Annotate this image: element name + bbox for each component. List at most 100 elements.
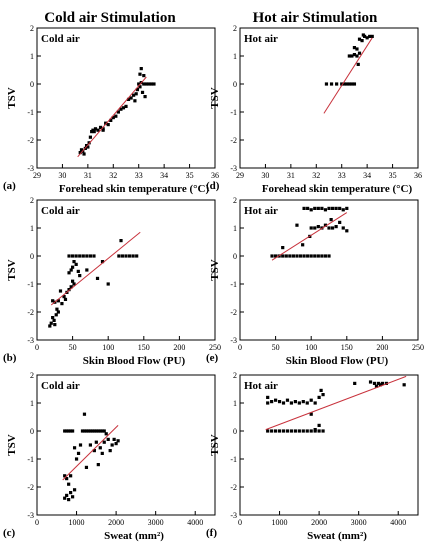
data-point <box>76 269 80 273</box>
data-point <box>101 128 105 132</box>
x-tick-label: 29 <box>33 171 41 180</box>
data-point <box>134 92 138 96</box>
data-point <box>317 429 321 433</box>
data-point <box>92 130 96 134</box>
y-tick-label: 0 <box>30 427 34 436</box>
data-point <box>378 383 383 387</box>
data-point <box>100 451 104 455</box>
data-point <box>86 429 91 433</box>
data-point <box>309 412 313 416</box>
y-tick-label: 0 <box>30 80 34 89</box>
column-title-cold: Cold air Stimulation <box>44 10 176 26</box>
data-point <box>100 429 104 433</box>
data-point <box>82 152 86 156</box>
data-point <box>114 114 118 118</box>
data-point <box>302 254 306 258</box>
data-point <box>289 401 294 405</box>
data-point <box>152 82 156 86</box>
data-point <box>345 229 349 233</box>
data-point <box>93 127 98 131</box>
y-tick-label: -1 <box>230 280 237 289</box>
x-tick-label: 4000 <box>187 518 203 527</box>
data-point <box>361 33 365 37</box>
data-point <box>85 268 89 272</box>
data-point <box>356 62 360 66</box>
y-axis-title: TSV <box>209 87 221 108</box>
data-point <box>143 95 147 99</box>
data-point <box>76 451 81 455</box>
inset-label: Cold air <box>41 33 80 45</box>
data-point <box>108 449 112 453</box>
data-point <box>67 429 71 433</box>
y-tick-label: -1 <box>27 280 34 289</box>
data-point <box>119 107 123 111</box>
x-tick-label: 34 <box>160 171 168 180</box>
data-point <box>100 260 105 264</box>
data-point <box>56 299 60 303</box>
data-point <box>137 82 141 86</box>
y-axis-title: TSV <box>6 87 18 108</box>
y-tick-label: 2 <box>233 371 237 380</box>
data-point <box>313 206 317 210</box>
data-point <box>124 104 128 108</box>
inset-label: Hot air <box>244 33 278 45</box>
data-point <box>316 206 320 210</box>
data-point <box>327 226 331 230</box>
data-point <box>338 206 342 210</box>
data-point <box>133 99 137 103</box>
data-point <box>345 206 349 210</box>
data-point <box>71 495 75 499</box>
data-point <box>270 400 274 404</box>
data-point <box>298 254 303 258</box>
data-point <box>78 443 83 447</box>
y-tick-label: 1 <box>233 52 237 61</box>
data-point <box>288 254 292 258</box>
data-point <box>372 381 377 385</box>
data-point <box>309 226 313 230</box>
y-tick-label: 0 <box>30 252 34 261</box>
x-tick-label: 4000 <box>390 518 406 527</box>
data-point <box>301 429 305 433</box>
data-point <box>74 254 78 258</box>
data-point <box>350 54 354 58</box>
data-point <box>285 429 290 433</box>
x-tick-label: 250 <box>412 343 424 352</box>
panel-f: 0 1000 2000 3000 4000 -3 -2 -1 0 1 2 TSV Sweat (mm²)… <box>206 371 419 542</box>
data-point <box>305 401 309 405</box>
data-point <box>316 225 320 229</box>
x-tick-label: 30 <box>261 171 269 180</box>
data-point <box>284 254 288 258</box>
data-point <box>355 54 359 58</box>
fit-line <box>271 212 348 261</box>
y-tick-label: -2 <box>230 483 237 492</box>
fit-line <box>77 76 147 158</box>
data-point <box>62 295 66 299</box>
data-point <box>71 429 75 433</box>
data-point <box>309 398 313 402</box>
x-axis-title: Forehead skin temperature (°C) <box>59 183 210 195</box>
y-axis-title: TSV <box>209 259 221 280</box>
y-tick-label: -3 <box>27 511 34 520</box>
data-point <box>342 82 346 86</box>
data-point <box>69 429 73 433</box>
data-point <box>353 381 357 385</box>
data-point <box>74 457 79 461</box>
y-tick-label: -1 <box>230 455 237 464</box>
y-tick-label: 2 <box>30 24 34 33</box>
x-tick-label: 35 <box>186 171 194 180</box>
data-point <box>281 401 286 405</box>
data-point <box>374 384 379 388</box>
data-point <box>72 488 77 492</box>
y-tick-label: 1 <box>233 224 237 233</box>
data-point <box>65 493 69 497</box>
data-point <box>274 398 278 402</box>
data-point <box>140 90 145 94</box>
data-point <box>347 54 351 58</box>
x-tick-label: 0 <box>238 343 242 352</box>
x-tick-label: 3000 <box>351 518 367 527</box>
data-point <box>109 118 113 122</box>
data-point <box>51 299 55 303</box>
data-point <box>301 243 305 247</box>
data-point <box>53 323 57 327</box>
